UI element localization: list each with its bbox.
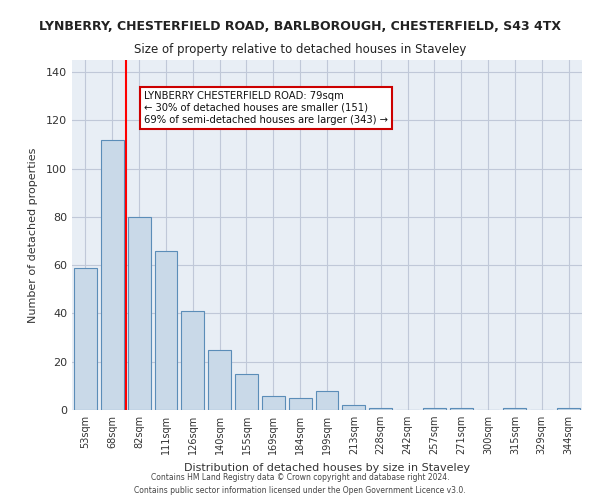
Bar [74,268,97,410]
Bar [557,408,580,410]
Bar [316,390,338,410]
Bar [128,217,151,410]
Bar [423,408,446,410]
Text: Contains HM Land Registry data © Crown copyright and database right 2024.
Contai: Contains HM Land Registry data © Crown c… [134,474,466,495]
Text: LYNBERRY CHESTERFIELD ROAD: 79sqm
← 30% of detached houses are smaller (151)
69%: LYNBERRY CHESTERFIELD ROAD: 79sqm ← 30% … [145,92,388,124]
Bar [101,140,124,410]
Y-axis label: Number of detached properties: Number of detached properties [28,148,38,322]
Bar [369,408,392,410]
Bar [450,408,473,410]
Bar [235,374,258,410]
Bar [503,408,526,410]
Bar [208,350,231,410]
Bar [262,396,285,410]
Bar [289,398,311,410]
Text: Size of property relative to detached houses in Staveley: Size of property relative to detached ho… [134,42,466,56]
X-axis label: Distribution of detached houses by size in Staveley: Distribution of detached houses by size … [184,462,470,472]
Bar [155,250,178,410]
Bar [343,405,365,410]
Bar [181,311,204,410]
Text: LYNBERRY, CHESTERFIELD ROAD, BARLBOROUGH, CHESTERFIELD, S43 4TX: LYNBERRY, CHESTERFIELD ROAD, BARLBOROUGH… [39,20,561,33]
